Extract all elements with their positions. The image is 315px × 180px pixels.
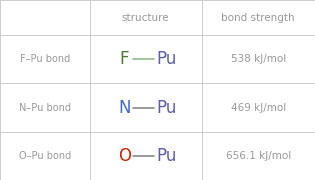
Text: O–Pu bond: O–Pu bond bbox=[19, 151, 71, 161]
Text: Pu: Pu bbox=[156, 99, 176, 117]
Text: N: N bbox=[118, 99, 130, 117]
Text: Pu: Pu bbox=[156, 147, 176, 165]
Text: 538 kJ/mol: 538 kJ/mol bbox=[231, 54, 286, 64]
Text: F: F bbox=[119, 50, 129, 68]
Text: structure: structure bbox=[122, 13, 169, 22]
Text: Pu: Pu bbox=[156, 50, 176, 68]
Text: bond strength: bond strength bbox=[221, 13, 295, 22]
Text: 469 kJ/mol: 469 kJ/mol bbox=[231, 103, 286, 112]
Text: O: O bbox=[118, 147, 131, 165]
Text: F–Pu bond: F–Pu bond bbox=[20, 54, 70, 64]
Text: N–Pu bond: N–Pu bond bbox=[19, 103, 71, 112]
Text: 656.1 kJ/mol: 656.1 kJ/mol bbox=[226, 151, 291, 161]
